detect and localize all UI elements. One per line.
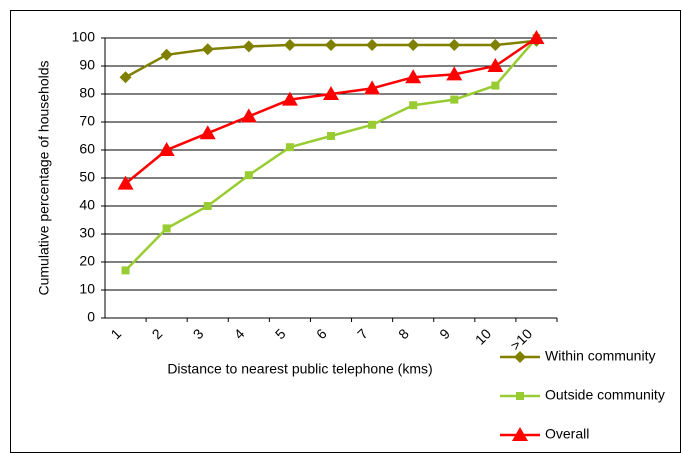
data-point [121,266,130,275]
data-point [491,81,500,90]
data-point [368,120,377,129]
y-tick-label: 40 [79,197,95,213]
data-point [283,39,296,51]
data-point [162,224,171,233]
y-tick-label: 90 [79,57,95,73]
legend-label: Outside community [545,387,665,403]
data-point [366,39,379,51]
legend-marker [512,427,528,441]
data-point [409,101,418,110]
data-point [244,171,253,180]
legend-label: Overall [545,426,589,442]
y-tick-label: 50 [79,169,95,185]
data-point [325,39,337,51]
data-point [119,71,132,84]
y-tick-label: 30 [79,225,95,241]
y-axis-title: Cumulative percentage of households [36,60,52,295]
data-point [240,108,257,123]
data-point [450,95,459,104]
y-tick-label: 80 [79,85,95,101]
data-point [489,39,502,51]
data-point [203,202,212,210]
y-tick-label: 60 [79,141,95,157]
data-point [281,91,298,106]
data-point [364,80,381,95]
data-point [446,66,463,81]
data-point [201,43,214,56]
data-point [327,132,335,140]
data-point [242,40,255,53]
legend-label: Within community [545,348,655,364]
x-axis-title: Distance to nearest public telephone (km… [167,361,432,377]
data-point [160,48,173,61]
data-point [528,30,545,44]
y-tick-label: 20 [79,253,95,269]
legend-marker [516,392,524,400]
data-point [448,39,461,51]
y-tick-label: 70 [79,113,95,129]
data-point [158,142,175,156]
data-point [199,125,216,140]
data-point [487,58,504,72]
data-point [117,175,134,190]
y-tick-label: 100 [72,29,96,45]
y-tick-label: 0 [87,309,95,325]
legend-marker [514,351,526,363]
chart-frame [10,10,681,453]
data-point [323,86,339,100]
data-point [407,39,420,51]
data-point [285,143,294,152]
y-tick-label: 10 [79,281,95,297]
data-point [405,69,422,84]
